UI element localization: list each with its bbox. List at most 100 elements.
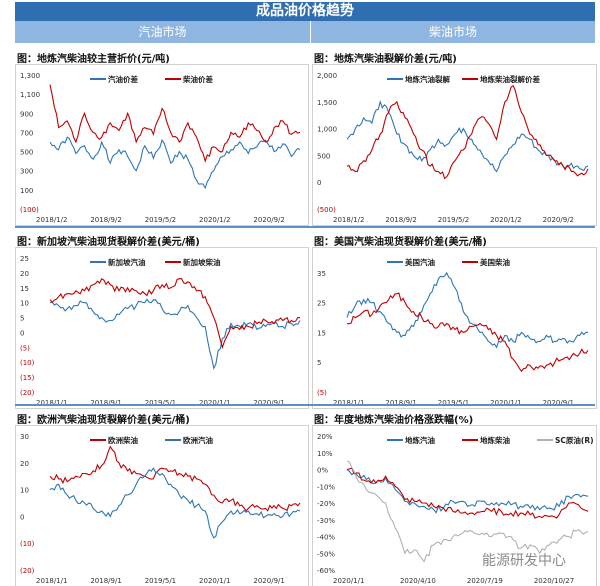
chart-title: 图：欧洲汽柴油现货裂解价差(美元/桶) [17,415,190,426]
y-tick-label: 20 [20,460,29,468]
y-tick-label: (100) [20,206,39,214]
y-tick-label: 1,000 [317,126,337,134]
y-tick-label: 0% [317,467,328,475]
series-line-0 [49,445,301,512]
y-tick-label: 2,000 [317,72,337,80]
x-tick-label: 2018/9/1 [385,399,416,407]
y-tick-label: -40% [317,534,335,542]
x-tick-label: 2020/1/1 [199,399,230,407]
x-tick-label: 2019/5/1 [438,399,469,407]
y-tick-label: 35 [317,270,326,278]
y-tick-label: 0 [20,513,24,521]
series-line-0 [49,298,301,370]
x-tick-label: 2018/1/2 [36,216,67,224]
x-tick-label: 2018/1/1 [36,399,67,407]
x-tick-label: 2020/9/1 [253,577,284,585]
chart-plot: 20% 10% 0% -10% -20% -30% -40% -50% -60% 2020/1/1… [317,433,594,585]
report-title: 成品油价格趋势 [15,2,595,21]
series-line-0 [346,469,589,514]
chart-title: 图：年度地炼汽柴油价格涨跌幅(%) [314,415,474,426]
x-tick-label: 2020/9/2 [253,216,284,224]
y-tick-label: 10 [20,300,29,308]
y-tick-label: 30 [20,433,29,441]
legend-label: 地炼柴油 [480,435,510,445]
y-tick-label: (5) [317,389,327,397]
chart-plot: 1,300 1,100 900 700 500 300 100 (100) 2018/1/2 20… [20,72,301,224]
y-tick-label: 1,500 [317,99,337,107]
y-tick-label: 100 [20,187,33,195]
y-tick-label: 15 [317,329,326,337]
y-tick-label: 20% [317,433,333,441]
y-tick-label: 1,300 [20,72,40,80]
legend-label: 地炼柴油裂解价差 [480,74,540,84]
legend-label: 欧洲汽油 [183,435,213,445]
y-tick-label: (10) [20,540,35,548]
x-tick-label: 2020/1/2 [490,216,521,224]
legend-label: 新加坡汽油 [108,257,146,267]
x-tick-label: 2019/5/2 [438,216,469,224]
chart-plot: 2,000 1,500 1,000 500 0 (500) 2018/1/2 2018/9/2… [317,72,589,224]
x-tick-label: 2020/1/1 [490,399,521,407]
series-line-0 [346,99,589,173]
y-tick-label: 1,100 [20,91,40,99]
series-line-1 [346,292,589,373]
legend-label: SC原油(R) [555,435,594,445]
legend-label: 美国柴油 [480,257,510,267]
chart-plot: 35 25 15 5 (5) 2018/1/1 2018/9/1 2019/5/1 2020/1… [317,257,589,407]
y-tick-label: (15) [20,374,35,382]
x-tick-label: 2018/9/2 [90,216,121,224]
series-line-2 [346,460,589,563]
watermark: 能源研发中心 [482,553,566,569]
chart-title: 图：地炼汽柴油较主营折价(元/吨) [17,54,170,65]
x-tick-label: 2019/5/2 [145,216,176,224]
y-tick-label: -60% [317,567,335,575]
y-tick-label: 25 [20,255,29,263]
chart-title: 图：新加坡汽柴油现货裂解价差(美元/桶) [17,237,200,248]
y-tick-label: 900 [20,110,33,118]
x-tick-label: 2019/5/1 [145,577,176,585]
legend-label: 欧洲柴油 [108,435,138,445]
legend-label: 地炼汽油裂解 [405,74,450,84]
series-line-1 [346,84,589,180]
x-tick-label: 2018/1/2 [333,216,364,224]
y-tick-label: 300 [20,168,33,176]
x-tick-label: 2020/10/27 [534,577,574,585]
y-tick-label: (10) [20,359,35,367]
y-tick-label: 0 [317,179,321,187]
y-tick-label: -20% [317,500,335,508]
x-tick-label: 2020/9/2 [543,216,574,224]
diesel-market-header: 柴油市场 [311,21,595,43]
x-tick-label: 2018/9/1 [90,399,121,407]
x-tick-label: 2018/1/1 [333,399,364,407]
series-line-1 [346,467,589,519]
chart-plot: 30 20 10 0 (10) (20)2018/1/1 2018/9/1 2019/5/1 2… [20,433,301,585]
y-tick-label: -50% [317,550,335,558]
x-tick-label: 2019/5/1 [145,399,176,407]
x-tick-label: 2020/1/2 [199,216,230,224]
y-tick-label: 5 [20,315,24,323]
x-tick-label: 2018/9/1 [90,577,121,585]
y-tick-label: 500 [20,149,33,157]
y-tick-label: 15 [20,285,29,293]
y-tick-label: (20) [20,389,35,397]
series-line-1 [49,277,300,350]
series-line-0 [346,271,589,349]
y-tick-label: 20 [20,270,29,278]
series-line-0 [49,136,301,190]
chart-plot: 25 20 15 10 5 0 (5) (10) (15) (20)2018/1/1 2018/9/… [20,255,301,407]
chart-title: 图：地炼汽柴油裂解价差(元/吨) [314,54,457,65]
legend-label: 地炼汽油 [405,435,435,445]
divider [15,404,595,406]
y-tick-label: 700 [20,129,33,137]
chart-title: 图：美国汽柴油现货裂解价差(美元/桶) [314,237,487,248]
y-tick-label: 5 [317,359,321,367]
x-tick-label: 2020/1/1 [333,577,364,585]
divider [15,226,595,228]
y-tick-label: -30% [317,517,335,525]
legend-label: 新加坡柴油 [183,257,221,267]
y-tick-label: 0 [20,329,24,337]
x-tick-label: 2020/1/1 [199,577,230,585]
legend-label: 美国汽油 [405,257,435,267]
series-line-1 [49,467,301,539]
